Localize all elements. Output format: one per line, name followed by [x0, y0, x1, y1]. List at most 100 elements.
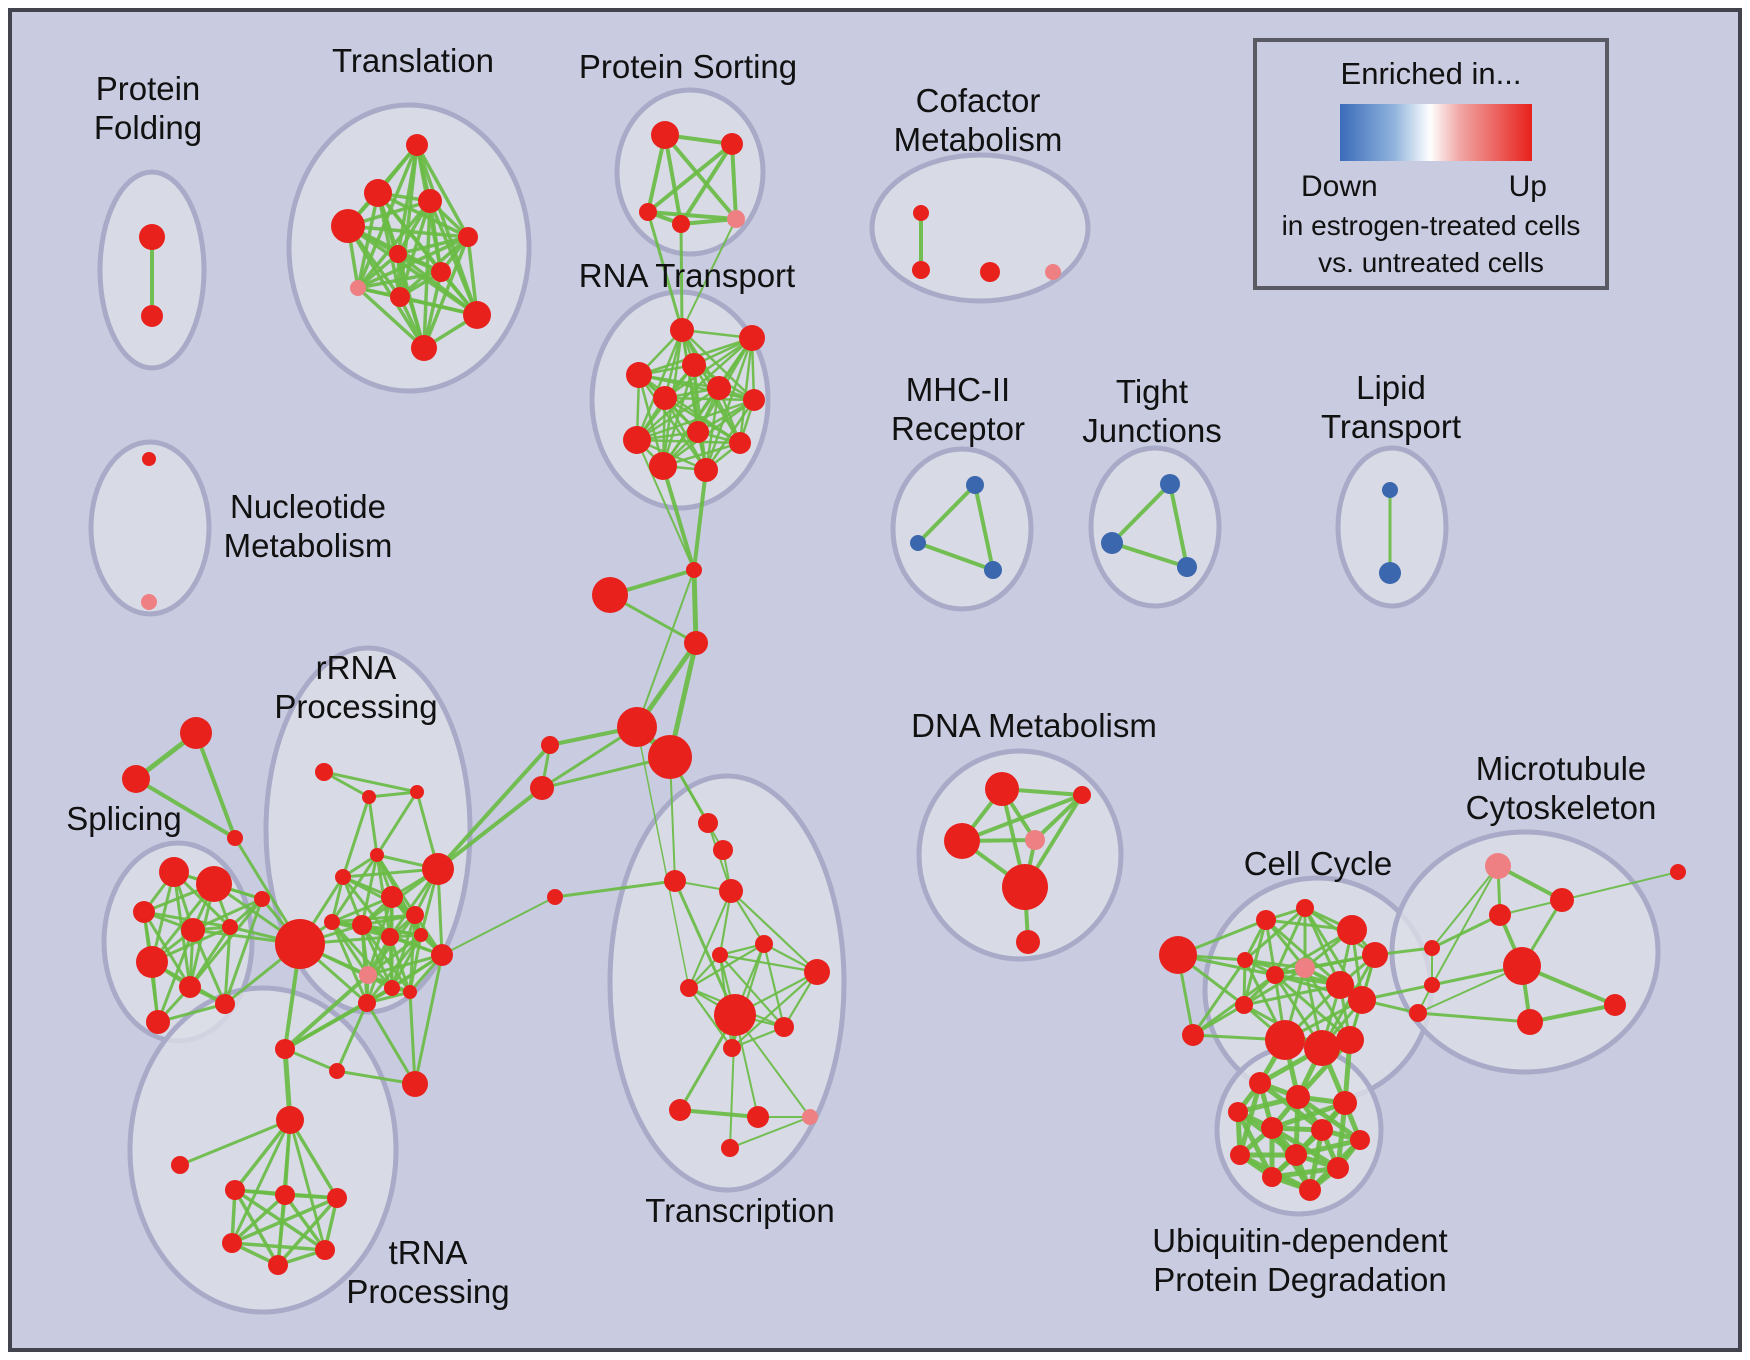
network-edge	[730, 970, 819, 1050]
network-node-red	[139, 224, 165, 250]
network-node-red	[463, 301, 491, 329]
network-node-red	[335, 869, 351, 885]
network-node-red	[1424, 940, 1440, 956]
network-node-red	[331, 209, 365, 243]
network-node-blue	[1177, 557, 1197, 577]
network-node-red	[653, 386, 677, 410]
network-node-red	[1237, 952, 1253, 968]
network-edge	[692, 468, 708, 572]
network-edge	[679, 217, 738, 226]
network-node-blue	[966, 476, 984, 494]
network-edge	[356, 199, 432, 290]
network-node-red	[389, 245, 407, 263]
network-edge	[960, 793, 1084, 843]
cluster-label-mhc-ii-receptor: Receptor	[891, 410, 1025, 447]
network-node-red	[739, 325, 765, 351]
network-node-red	[694, 458, 718, 482]
network-edge	[729, 1116, 811, 1149]
network-edge	[188, 897, 264, 989]
cluster-label-rna-transport: RNA Transport	[579, 257, 795, 294]
network-node-red	[698, 813, 718, 833]
network-edge	[680, 328, 756, 402]
network-node-red	[747, 1106, 769, 1128]
network-node-red	[1256, 910, 1276, 930]
network-node-red	[254, 891, 270, 907]
network-node-red	[222, 1233, 242, 1253]
network-edge	[636, 569, 695, 728]
network-node-red	[1261, 1117, 1283, 1139]
network-node-red	[1299, 1179, 1321, 1201]
cluster-label-trna-processing: tRNA	[389, 1234, 468, 1271]
network-node-red	[985, 772, 1019, 806]
cluster-label-nucleotide-metabolism: Nucleotide	[230, 488, 386, 525]
network-edge	[388, 935, 412, 994]
network-node-red	[362, 790, 376, 804]
network-node-red	[146, 1010, 170, 1034]
cluster-label-cofactor-metabolism: Metabolism	[894, 121, 1063, 158]
network-node-red	[707, 376, 731, 400]
network-edge	[341, 795, 371, 879]
network-edge	[687, 942, 766, 990]
network-node-red	[1265, 1020, 1305, 1060]
network-node-red	[913, 205, 929, 221]
network-edge	[233, 1188, 280, 1267]
legend-down-label: Down	[1301, 170, 1378, 203]
network-node-red	[721, 1139, 739, 1157]
cluster-label-ubiquitin-dependent-protein-degradation: Ubiquitin-dependent	[1152, 1222, 1447, 1259]
network-node-red	[215, 994, 235, 1014]
network-edge	[636, 726, 690, 989]
network-node-red	[1073, 786, 1091, 804]
network-edge	[441, 896, 556, 956]
cluster-label-rrna-processing: Processing	[274, 688, 437, 725]
network-edge	[230, 1118, 292, 1245]
network-node-red	[804, 959, 830, 985]
network-edge	[661, 464, 696, 572]
network-node-red	[1182, 1024, 1204, 1046]
network-node-red	[225, 1180, 245, 1200]
network-node-blue	[1160, 474, 1180, 494]
cluster-label-tight-junctions: Junctions	[1082, 412, 1221, 449]
network-edge	[635, 328, 684, 442]
network-edge	[390, 933, 423, 990]
legend-up-label: Up	[1508, 170, 1547, 203]
network-node-red	[352, 915, 372, 935]
network-node-red	[1249, 1072, 1271, 1094]
network-edge	[335, 1069, 417, 1086]
cluster-ellipse-tight-junctions	[1088, 445, 1222, 609]
network-edge	[142, 910, 232, 929]
network-node-red	[680, 979, 698, 997]
cluster-label-mhc-ii-receptor: MHC-II	[906, 371, 1010, 408]
network-edge	[678, 1108, 760, 1119]
network-edge	[230, 1193, 287, 1245]
network-edge	[330, 920, 369, 1005]
network-node-red	[381, 928, 399, 946]
cluster-label-translation: Translation	[332, 42, 494, 79]
network-edge	[335, 1001, 369, 1073]
network-node-red	[180, 717, 212, 749]
network-edge	[366, 933, 423, 977]
network-edge	[367, 795, 379, 857]
network-node-red	[406, 906, 424, 924]
network-edge	[1417, 965, 1523, 1014]
cluster-label-splicing: Splicing	[66, 800, 182, 837]
network-edge	[718, 953, 786, 1029]
network-node-red	[358, 994, 376, 1012]
network-node-red	[1002, 864, 1048, 910]
network-edge	[1243, 906, 1307, 962]
legend-subtitle-line2: vs. untreated cells	[1318, 247, 1544, 278]
cluster-label-transcription: Transcription	[645, 1192, 835, 1229]
network-edge	[178, 1118, 292, 1167]
network-node-red	[431, 944, 453, 966]
network-node-red	[1604, 994, 1626, 1016]
network-node-red	[639, 203, 657, 221]
network-edge	[635, 398, 756, 442]
cluster-label-ubiquitin-dependent-protein-degradation: Protein Degradation	[1153, 1261, 1447, 1298]
network-edge	[762, 942, 786, 1029]
network-node-red	[370, 848, 384, 862]
network-node-red	[222, 919, 238, 935]
network-node-red	[1235, 996, 1253, 1014]
network-edge	[1431, 865, 1499, 949]
network-node-red	[729, 432, 751, 454]
network-edge	[691, 567, 699, 646]
network-node-red	[422, 853, 454, 885]
